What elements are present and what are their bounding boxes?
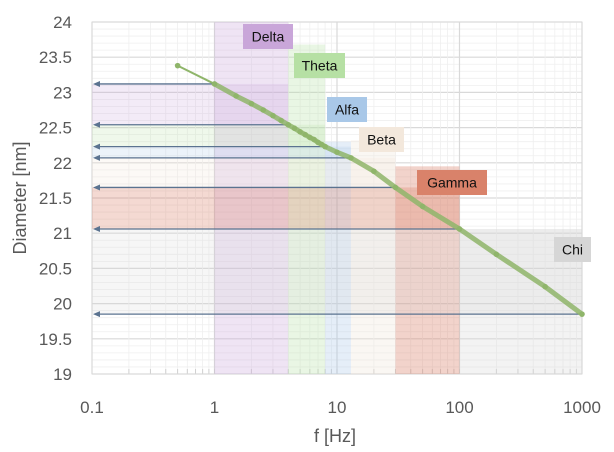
y-tick-label: 20	[53, 295, 72, 314]
band-label-bg-theta	[294, 53, 345, 78]
band-alfa-vertical	[325, 141, 351, 374]
band-label-bg-chi	[554, 237, 591, 262]
arrowhead-icon	[93, 311, 100, 318]
grid	[91, 21, 583, 375]
data-point	[493, 251, 500, 258]
data-point	[233, 93, 239, 99]
y-tick-label: 24	[53, 13, 72, 32]
y-axis-ticks: 19 19.5 20 20.5 21 21.5 22 22.5 23 23.5 24	[39, 13, 72, 384]
y-tick-label: 22.5	[39, 119, 72, 138]
data-point	[334, 149, 340, 156]
plot-area-border	[91, 21, 583, 375]
band-theta-horizontal	[92, 124, 326, 147]
reference-arrows	[93, 80, 582, 318]
data-point	[248, 100, 255, 107]
x-axis-title: f [Hz]	[314, 426, 356, 446]
band-label-alfa: Alfa	[335, 102, 359, 118]
data-point	[322, 143, 328, 150]
y-tick-label: 22	[53, 154, 72, 173]
data-point	[307, 134, 313, 141]
y-tick-label: 23.5	[39, 48, 72, 67]
data-point	[419, 203, 426, 210]
data-point	[211, 81, 218, 87]
y-tick-label: 21	[53, 224, 72, 243]
frequency-bands	[92, 22, 582, 374]
arrowhead-icon	[93, 184, 100, 191]
arrowhead-icon	[93, 80, 100, 87]
band-delta-vertical	[214, 22, 289, 374]
x-axis-ticks: 0.1 1 10 100 1000	[80, 398, 601, 417]
band-label-bg-gamma	[417, 170, 487, 195]
band-gamma-vertical	[395, 166, 460, 374]
data-point	[260, 107, 267, 113]
series-line-start	[177, 64, 215, 85]
data-point	[579, 311, 585, 317]
data-point	[270, 112, 276, 119]
band-theta-vertical	[288, 44, 326, 374]
x-tick-label: 1	[210, 398, 219, 417]
y-tick-label: 23	[53, 83, 72, 102]
x-tick-label: 10	[328, 398, 347, 417]
y-tick-label: 19.5	[39, 330, 72, 349]
arrowhead-icon	[93, 225, 100, 232]
data-point	[174, 62, 181, 69]
band-label-chi: Chi	[562, 242, 583, 258]
band-gamma-horizontal	[92, 187, 460, 229]
band-label-delta: Delta	[252, 29, 285, 45]
band-label-theta: Theta	[302, 58, 338, 74]
data-point	[311, 136, 317, 143]
band-chi-horizontal	[92, 228, 582, 315]
arrowhead-icon	[93, 143, 100, 150]
band-label-bg-beta	[359, 127, 404, 152]
band-alfa-horizontal	[92, 146, 351, 158]
data-point	[348, 155, 354, 161]
arrowhead-icon	[93, 154, 100, 161]
x-tick-label: 100	[445, 398, 473, 417]
band-label-beta: Beta	[367, 132, 396, 148]
data-point	[371, 168, 377, 175]
x-tick-label: 1000	[563, 398, 601, 417]
band-labels: Delta Theta Alfa Beta Gamma Chi	[243, 24, 591, 262]
data-point	[542, 283, 548, 290]
band-beta-horizontal	[92, 157, 396, 188]
band-delta-horizontal	[92, 83, 289, 125]
data-point	[291, 125, 298, 132]
band-label-bg-alfa	[327, 97, 367, 122]
data-point	[297, 129, 303, 135]
data-point	[302, 131, 308, 138]
arrowhead-icon	[93, 121, 100, 128]
band-label-gamma: Gamma	[427, 175, 477, 191]
series-diameter	[174, 62, 585, 317]
y-axis-title: Diameter [nm]	[10, 141, 30, 254]
data-point	[285, 121, 292, 128]
data-point	[456, 226, 463, 232]
x-tick-label: 0.1	[80, 398, 104, 417]
data-point	[392, 184, 399, 191]
y-tick-label: 20.5	[39, 259, 72, 278]
data-point	[278, 117, 284, 124]
y-tick-label: 19	[53, 365, 72, 384]
band-label-bg-delta	[243, 24, 293, 49]
y-tick-label: 21.5	[39, 189, 72, 208]
